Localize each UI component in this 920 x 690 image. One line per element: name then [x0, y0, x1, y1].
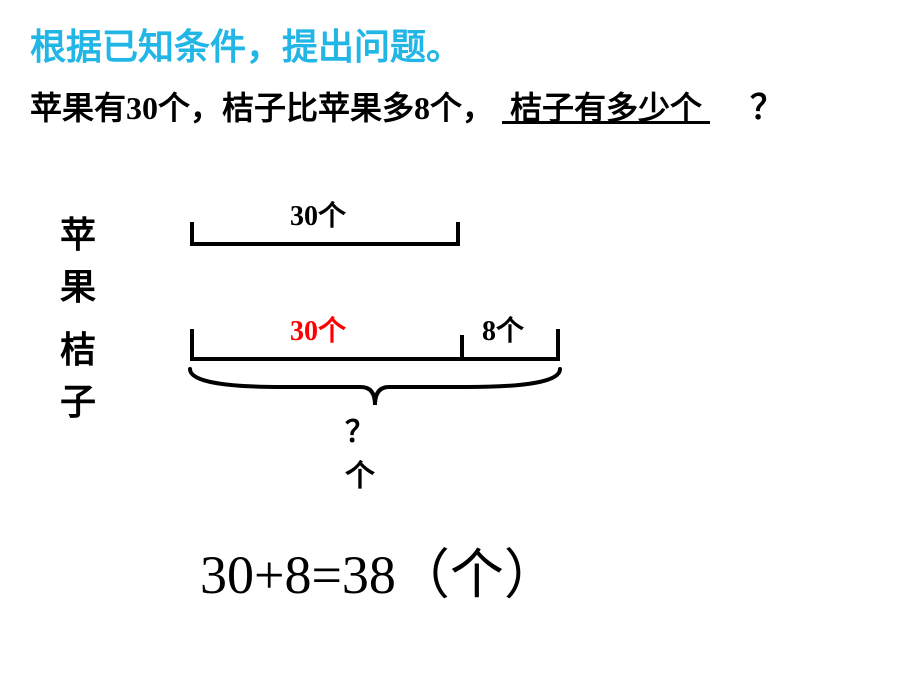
- orange-tick-mid: [460, 335, 464, 357]
- apple-label: 苹果: [60, 206, 96, 310]
- apple-tick-left: [190, 222, 194, 242]
- apple-tick-right: [456, 222, 460, 242]
- orange-bar: 30个 8个: [190, 315, 560, 361]
- orange-unknown-label: ？个: [345, 407, 375, 495]
- orange-tick-right: [556, 329, 560, 357]
- orange-seg2-label: 8个: [482, 309, 524, 349]
- question-underlined: 桔子有多少个: [502, 83, 742, 129]
- given-text: 苹果有30个，桔子比苹果多8个，: [30, 90, 494, 126]
- page-title: 根据已知条件，提出问题。: [30, 18, 462, 70]
- orange-tick-left: [190, 329, 194, 357]
- orange-label: 桔子: [60, 321, 96, 425]
- question-mark: ？: [750, 90, 784, 127]
- orange-brace: [186, 365, 564, 413]
- orange-seg1-label: 30个: [290, 309, 346, 349]
- apple-value-label: 30个: [290, 194, 346, 234]
- problem-statement: 苹果有30个，桔子比苹果多8个， 桔子有多少个 ？: [30, 80, 784, 129]
- equation: 30+8=38（个）: [200, 530, 558, 609]
- apple-bar: 30个: [190, 200, 460, 246]
